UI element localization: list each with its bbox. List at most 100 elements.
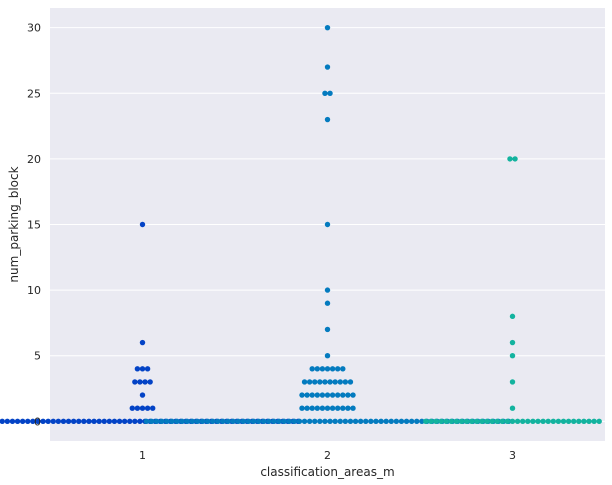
data-point — [560, 418, 567, 425]
data-point — [499, 418, 505, 425]
data-point — [342, 379, 349, 385]
data-point — [327, 418, 333, 425]
data-point — [463, 418, 470, 425]
data-point — [383, 418, 389, 425]
data-point — [388, 418, 394, 425]
data-point — [357, 418, 364, 425]
data-point — [299, 405, 305, 411]
data-point — [134, 366, 141, 372]
data-point — [70, 418, 77, 425]
data-point — [509, 418, 516, 425]
data-point — [179, 418, 185, 425]
data-point — [335, 366, 341, 372]
data-point — [352, 418, 359, 425]
data-point — [111, 418, 118, 425]
data-point — [309, 366, 315, 372]
data-point — [189, 418, 196, 425]
data-point — [545, 418, 551, 425]
x-tick-labels: 1 2 3 — [139, 449, 516, 462]
data-point — [301, 379, 308, 385]
data-point — [121, 418, 128, 425]
data-point — [60, 418, 67, 425]
data-point — [474, 418, 480, 425]
data-point — [324, 392, 331, 398]
data-point — [322, 379, 328, 385]
data-point — [19, 418, 26, 425]
data-point — [129, 405, 135, 411]
data-point — [332, 379, 338, 385]
data-point — [86, 418, 92, 425]
data-point — [340, 405, 346, 411]
data-point — [327, 379, 333, 385]
data-point — [324, 326, 331, 333]
data-point — [324, 221, 331, 228]
data-point — [137, 418, 143, 425]
data-point — [159, 418, 165, 425]
data-point — [271, 418, 277, 425]
data-point — [81, 418, 87, 425]
data-point — [174, 418, 180, 425]
data-point — [340, 392, 346, 398]
data-point — [9, 418, 16, 425]
data-point — [576, 418, 582, 425]
data-point — [281, 418, 287, 425]
data-point — [299, 392, 305, 398]
y-tick-label: 25 — [27, 87, 41, 100]
data-point — [147, 379, 153, 385]
data-point — [453, 418, 460, 425]
data-point — [403, 418, 410, 425]
data-points — [0, 24, 602, 425]
data-point — [250, 418, 257, 425]
x-axis-title: classification_areas_m — [260, 465, 394, 479]
y-tick-label: 30 — [27, 22, 41, 35]
data-point — [35, 418, 41, 425]
data-point — [591, 418, 597, 425]
data-point — [414, 418, 420, 425]
data-point — [314, 392, 320, 398]
x-tick-label: 1 — [139, 449, 146, 462]
data-point — [230, 418, 236, 425]
data-point — [91, 418, 97, 425]
data-point — [286, 418, 292, 425]
data-point — [378, 418, 384, 425]
x-tick-label: 3 — [509, 449, 516, 462]
data-point — [509, 313, 516, 320]
data-point — [137, 379, 143, 385]
data-point — [489, 418, 495, 425]
data-point — [332, 418, 338, 425]
data-point — [347, 418, 354, 425]
data-point — [509, 405, 516, 411]
data-point — [139, 221, 146, 228]
data-point — [296, 418, 303, 425]
data-point — [530, 418, 536, 425]
data-point — [144, 405, 151, 411]
data-point — [314, 366, 320, 372]
data-point — [345, 405, 351, 411]
data-point — [324, 64, 331, 70]
data-point — [45, 418, 51, 425]
data-point — [520, 418, 526, 425]
data-point — [555, 418, 562, 425]
data-point — [127, 418, 133, 425]
data-point — [143, 418, 150, 425]
data-point — [419, 418, 425, 425]
data-point — [150, 405, 156, 411]
data-point — [319, 405, 326, 411]
data-point — [309, 405, 315, 411]
data-point — [586, 418, 592, 425]
data-point — [164, 418, 170, 425]
data-point — [266, 418, 272, 425]
data-point — [322, 418, 328, 425]
data-point — [25, 418, 31, 425]
data-point — [469, 418, 475, 425]
data-point — [276, 418, 282, 425]
data-point — [373, 418, 379, 425]
x-tick-label: 2 — [324, 449, 331, 462]
data-point — [261, 418, 267, 425]
data-point — [301, 418, 308, 425]
data-point — [139, 392, 146, 398]
data-point — [448, 418, 454, 425]
data-point — [324, 353, 331, 359]
data-point — [235, 418, 241, 425]
data-point — [329, 366, 336, 372]
